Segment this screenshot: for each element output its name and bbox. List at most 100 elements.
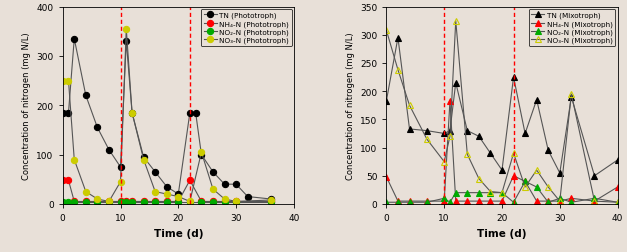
NO₂-N (Mixotroph) <box>394 201 402 204</box>
NO₃-N (Phototroph) <box>129 112 136 115</box>
NH₄-N (Mixotroph) <box>614 186 621 189</box>
TN (Phototroph) <box>105 149 113 152</box>
NH₄-N (Phototroph) <box>59 179 66 182</box>
TN (Phototroph) <box>82 94 90 98</box>
NO₂-N (Phototroph) <box>221 201 228 204</box>
NH₄-N (Mixotroph) <box>487 200 494 203</box>
TN (Phototroph) <box>65 112 72 115</box>
NO₃-N (Phototroph) <box>70 159 78 162</box>
NH₄-N (Mixotroph) <box>510 175 517 178</box>
TN (Phototroph) <box>70 38 78 41</box>
Line: NO₂-N (Mixotroph): NO₂-N (Mixotroph) <box>383 179 621 206</box>
Line: TN (Mixotroph): TN (Mixotroph) <box>383 35 621 179</box>
TN (Mixotroph) <box>463 130 471 133</box>
TN (Mixotroph) <box>591 175 598 178</box>
NO₃-N (Mixotroph) <box>463 153 471 156</box>
NO₂-N (Phototroph) <box>65 201 72 204</box>
NO₃-N (Phototroph) <box>209 188 217 191</box>
Line: NO₃-N (Phototroph): NO₃-N (Phototroph) <box>60 26 274 205</box>
NO₂-N (Phototroph) <box>186 201 194 204</box>
NO₂-N (Phototroph) <box>198 201 205 204</box>
TN (Phototroph) <box>244 195 251 198</box>
NO₃-N (Mixotroph) <box>452 20 460 23</box>
NO₂-N (Phototroph) <box>140 201 147 204</box>
Line: NO₃-N (Mixotroph): NO₃-N (Mixotroph) <box>383 18 621 206</box>
NO₂-N (Mixotroph) <box>510 201 517 204</box>
TN (Mixotroph) <box>510 76 517 79</box>
NO₃-N (Mixotroph) <box>440 161 448 164</box>
NH₄-N (Phototroph) <box>209 200 217 203</box>
NH₄-N (Mixotroph) <box>533 200 540 203</box>
TN (Mixotroph) <box>544 149 552 152</box>
NO₂-N (Mixotroph) <box>406 201 413 204</box>
NH₄-N (Phototroph) <box>122 200 130 203</box>
NO₂-N (Mixotroph) <box>452 191 460 194</box>
NO₃-N (Mixotroph) <box>533 169 540 172</box>
TN (Phototroph) <box>267 198 275 201</box>
Line: TN (Phototroph): TN (Phototroph) <box>60 36 274 202</box>
TN (Phototroph) <box>209 171 217 174</box>
TN (Mixotroph) <box>533 99 540 102</box>
NO₃-N (Phototroph) <box>267 199 275 202</box>
NH₄-N (Phototroph) <box>129 200 136 203</box>
TN (Mixotroph) <box>382 100 390 103</box>
NO₂-N (Phototroph) <box>122 201 130 204</box>
NO₃-N (Phototroph) <box>122 28 130 31</box>
NO₃-N (Phototroph) <box>140 159 147 162</box>
TN (Phototroph) <box>117 166 124 169</box>
TN (Mixotroph) <box>498 169 506 172</box>
NH₄-N (Mixotroph) <box>394 200 402 203</box>
NH₄-N (Phototroph) <box>152 200 159 203</box>
NO₂-N (Mixotroph) <box>463 191 471 194</box>
NH₄-N (Mixotroph) <box>567 197 575 200</box>
NO₂-N (Mixotroph) <box>533 186 540 189</box>
NO₃-N (Mixotroph) <box>406 104 413 107</box>
NO₃-N (Mixotroph) <box>394 69 402 72</box>
NO₃-N (Phototroph) <box>186 200 194 203</box>
NO₂-N (Mixotroph) <box>591 197 598 200</box>
NO₃-N (Phototroph) <box>233 200 240 203</box>
Y-axis label: Concentration of nitrogen (mg N/L): Concentration of nitrogen (mg N/L) <box>345 32 354 179</box>
TN (Phototroph) <box>221 183 228 186</box>
TN (Phototroph) <box>163 185 171 188</box>
NO₂-N (Phototroph) <box>105 201 113 204</box>
NH₄-N (Phototroph) <box>174 200 182 203</box>
NO₃-N (Mixotroph) <box>487 190 494 193</box>
NO₂-N (Phototroph) <box>59 201 66 204</box>
TN (Mixotroph) <box>446 130 454 133</box>
NO₃-N (Phototroph) <box>163 193 171 196</box>
NO₂-N (Phototroph) <box>129 201 136 204</box>
TN (Mixotroph) <box>475 135 483 138</box>
TN (Mixotroph) <box>487 152 494 155</box>
NH₄-N (Mixotroph) <box>556 200 564 203</box>
NH₄-N (Mixotroph) <box>406 200 413 203</box>
NO₃-N (Phototroph) <box>59 80 66 83</box>
NH₄-N (Phototroph) <box>267 200 275 203</box>
NH₄-N (Mixotroph) <box>475 200 483 203</box>
TN (Mixotroph) <box>452 82 460 85</box>
NH₄-N (Phototroph) <box>82 200 90 203</box>
NO₂-N (Phototroph) <box>117 201 124 204</box>
NH₄-N (Phototroph) <box>70 200 78 203</box>
NH₄-N (Mixotroph) <box>446 100 454 103</box>
NH₄-N (Phototroph) <box>117 200 124 203</box>
NO₂-N (Mixotroph) <box>487 191 494 194</box>
NH₄-N (Mixotroph) <box>522 180 529 183</box>
TN (Phototroph) <box>192 112 199 115</box>
NH₄-N (Mixotroph) <box>452 200 460 203</box>
NO₂-N (Mixotroph) <box>475 191 483 194</box>
Legend: TN (Phototroph), NH₄-N (Phototroph), NO₂-N (Phototroph), NO₃-N (Phototroph): TN (Phototroph), NH₄-N (Phototroph), NO₂… <box>201 10 292 47</box>
NO₃-N (Phototroph) <box>93 198 101 201</box>
NO₂-N (Mixotroph) <box>522 180 529 183</box>
NH₄-N (Phototroph) <box>105 200 113 203</box>
TN (Phototroph) <box>59 112 66 115</box>
NO₃-N (Phototroph) <box>221 198 228 201</box>
Line: NO₂-N (Phototroph): NO₂-N (Phototroph) <box>60 200 274 206</box>
NO₃-N (Mixotroph) <box>423 138 431 141</box>
NO₂-N (Phototroph) <box>267 201 275 204</box>
TN (Phototroph) <box>122 40 130 43</box>
TN (Mixotroph) <box>423 130 431 133</box>
NO₃-N (Mixotroph) <box>522 186 529 189</box>
NO₃-N (Phototroph) <box>152 190 159 193</box>
X-axis label: Time (d): Time (d) <box>154 228 203 238</box>
